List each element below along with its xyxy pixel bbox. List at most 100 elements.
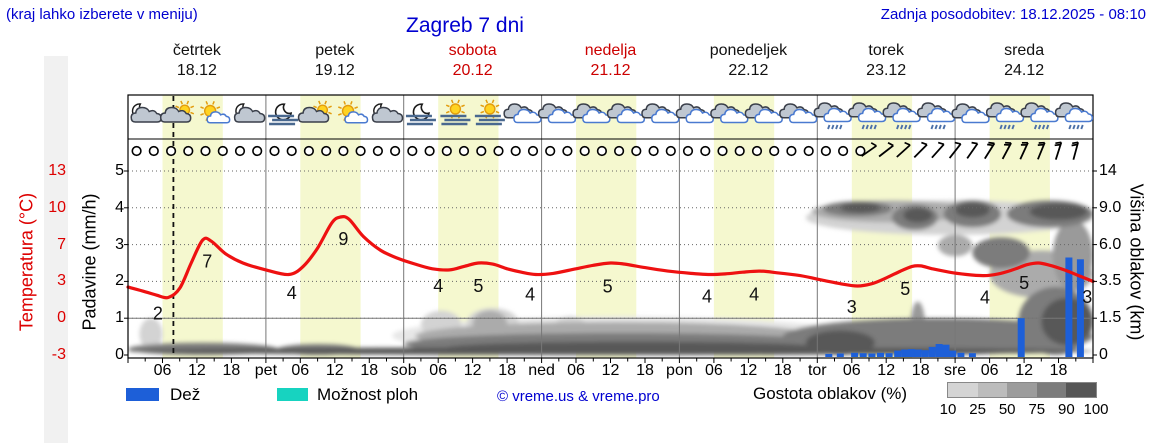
calm-wind-icon [424, 145, 435, 157]
day-name: četrtek [172, 42, 221, 59]
wind-barb-icon [948, 141, 962, 159]
wind-barb-icon [913, 141, 928, 159]
hour-label: 06 [704, 362, 723, 379]
calm-wind-icon [510, 145, 521, 157]
day-name: petek [315, 42, 355, 59]
calm-wind-icon [476, 145, 487, 157]
cloud-scale-value: 100 [1083, 401, 1109, 418]
precipitation-tick: 1 [115, 309, 124, 327]
calm-wind-icon [148, 145, 159, 157]
sun-fog-icon [474, 99, 505, 126]
hour-label: 18 [636, 362, 654, 379]
hour-label: 12 [187, 362, 206, 379]
temperature-tick: 3 [57, 272, 66, 290]
calm-wind-icon [682, 145, 694, 157]
hour-label: 06 [153, 362, 172, 379]
hour-label: 18 [360, 362, 379, 379]
calm-wind-icon [648, 145, 659, 157]
hour-label: 06 [980, 362, 999, 379]
gradient-segment [1066, 383, 1096, 397]
day-name: sobota [448, 42, 497, 59]
hour-label: 12 [1015, 362, 1033, 379]
wind-barb-icon [1037, 141, 1046, 160]
wind-barb-icon [966, 141, 979, 159]
hour-label: 18 [498, 362, 516, 379]
temperature-tick: 7 [57, 235, 66, 253]
clouds-drizzle-icon [1020, 102, 1059, 130]
dayname-label: sre [943, 362, 967, 379]
sun-cloud2-icon [200, 100, 231, 124]
calm-wind-icon [252, 145, 263, 157]
calm-wind-icon [545, 145, 556, 157]
dayname-label: ned [528, 362, 555, 379]
temperature-value-label: 5 [1019, 273, 1029, 293]
cloud-scale-value: 10 [939, 401, 957, 418]
cloud-scale-value: 50 [998, 401, 1016, 418]
calm-wind-icon [631, 145, 642, 157]
copyright-link[interactable]: © vreme.us & vreme.pro [497, 388, 660, 405]
temperature-value-label: 4 [433, 276, 443, 296]
clouds-icon [606, 103, 646, 124]
calm-wind-icon [441, 145, 452, 157]
page-title: Zagreb 7 dni [406, 14, 524, 37]
temperature-curve [126, 214, 1095, 300]
calm-wind-icon [613, 145, 625, 157]
calm-wind-icon [234, 145, 246, 157]
temperature-value-label: 4 [702, 286, 712, 306]
temperature-value-label: 3 [847, 297, 857, 317]
day-date: 18.12 [176, 62, 217, 79]
calm-wind-icon [855, 145, 866, 157]
day-date: 22.12 [728, 62, 769, 79]
wind-barb-icon [1019, 141, 1029, 160]
hour-label: 12 [877, 362, 896, 379]
calm-wind-icon [390, 145, 401, 157]
temperature-value-label: 5 [900, 279, 910, 299]
calm-wind-icon [269, 145, 280, 157]
moon-fog-icon [268, 103, 299, 126]
temperature-value-label: 5 [473, 276, 483, 296]
day-name: nedelja [584, 42, 637, 59]
calm-wind-icon [355, 145, 366, 157]
clouds-icon [779, 103, 818, 124]
precipitation-tick: 3 [115, 235, 124, 253]
temperature-value-label: 4 [980, 288, 990, 308]
cloud-density-gradient [947, 382, 1097, 398]
wind-barb-icon [984, 141, 996, 160]
calm-wind-icon [786, 145, 797, 157]
moon-cloud-icon [371, 103, 404, 123]
cloud-height-axis-label: Višina oblakov (km) [1126, 183, 1147, 341]
day-name: torek [868, 42, 904, 59]
cloud-height-tick: 9.0 [1099, 198, 1122, 216]
wind-barb-icon [931, 141, 945, 159]
clouds-icon [503, 103, 542, 124]
gradient-segment [948, 383, 978, 397]
calm-wind-icon [769, 145, 780, 157]
temperature-value-label: 3 [1082, 287, 1092, 307]
wind-symbols [131, 141, 1079, 160]
clouds-drizzle-icon [985, 102, 1025, 130]
temperature-value-label: 7 [202, 252, 212, 272]
clouds-drizzle-icon [813, 102, 852, 130]
dayname-label: pon [666, 362, 693, 379]
gradient-segment [977, 383, 1008, 397]
calm-wind-icon [734, 145, 745, 157]
weather-icons [130, 99, 1094, 130]
calm-wind-icon [166, 145, 177, 157]
dayname-label: tor [807, 362, 827, 379]
calm-wind-icon [820, 145, 832, 157]
calm-wind-icon [596, 145, 608, 157]
cloud-height-tick: 14 [1099, 162, 1117, 179]
precipitation-tick: 4 [115, 198, 124, 216]
calm-wind-icon [338, 145, 349, 157]
wind-barb-icon [1071, 141, 1079, 160]
moon-cloud-icon [130, 103, 162, 123]
menu-hint: (kraj lahko izberete v meniju) [6, 6, 198, 23]
calm-wind-icon [527, 145, 539, 157]
calm-wind-icon [286, 145, 297, 157]
hour-label: 06 [567, 362, 585, 379]
calm-wind-icon [407, 145, 418, 157]
temperature-tick: 13 [48, 162, 66, 179]
precipitation-tick: 5 [115, 162, 124, 179]
